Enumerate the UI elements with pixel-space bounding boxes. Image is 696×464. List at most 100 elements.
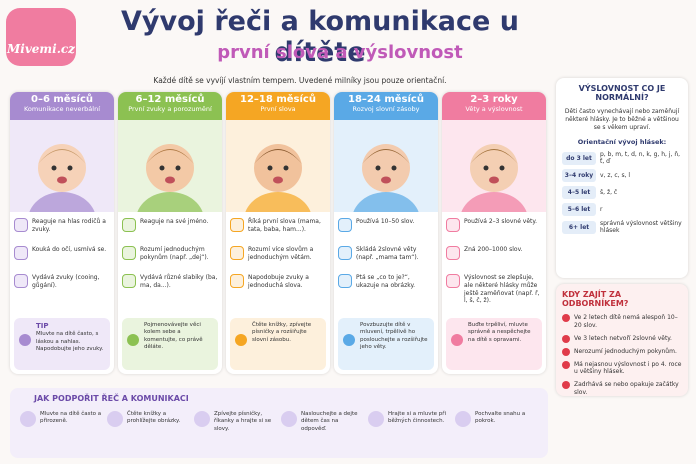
- tip-icon: [127, 334, 139, 346]
- support-text: Hrajte si a mluvte při běžných činnostec…: [388, 411, 447, 425]
- pronunciation-panel: VÝSLOVNOST CO JE NORMÁLNÍ? Děti často vyn…: [556, 78, 688, 278]
- photo: [442, 120, 546, 248]
- age-cell: 4–5 let: [562, 186, 596, 200]
- milestone: Napodobuje zvuky a jednoduchá slova.: [230, 274, 326, 294]
- photo: [118, 120, 222, 248]
- stage-header: 2–3 roky Věty a výslovnost: [442, 92, 546, 120]
- intro: Každé dítě se vyvíjí vlastním tempem. Uv…: [153, 76, 447, 85]
- milestone: Říká první slova (mama, tata, baba, ham.…: [230, 218, 326, 238]
- milestones: Používá 10–50 slov. Skládá 2slovné věty (…: [334, 212, 438, 294]
- tip-box: Povzbuzujte dítě v mluvení, trpělivě ho …: [338, 318, 434, 370]
- tip-title: TIP: [36, 322, 49, 330]
- milestone-text: Kouká do očí, usmívá se.: [32, 246, 107, 253]
- milestone-icon: [14, 218, 28, 232]
- tip-icon: [451, 334, 463, 346]
- stage-card: 12–18 měsíců První slova Říká první slova …: [226, 92, 330, 374]
- milestone: Vydává zvuky (cooing, gůgání).: [14, 274, 110, 294]
- support-icon: [107, 411, 123, 427]
- child-illustration: [28, 144, 96, 248]
- milestone-icon: [446, 274, 460, 288]
- stage-card: 18–24 měsíců Rozvoj slovní zásoby Používá …: [334, 92, 438, 374]
- stage-label: První slova: [260, 105, 296, 113]
- sound-cell: r: [600, 206, 603, 214]
- milestone-icon: [122, 246, 136, 260]
- milestone-icon: [230, 218, 244, 232]
- sound-row: 3–4 roky v, z, c, s, l: [562, 169, 682, 183]
- stage-age: 12–18 měsíců: [240, 94, 316, 105]
- stage-card: 0–6 měsíců Komunikace neverbální Reaguje n…: [10, 92, 114, 374]
- warning-text: Zadrhává se nebo opakuje začátky slov.: [574, 381, 679, 396]
- milestone-text: Používá 10–50 slov.: [356, 218, 415, 225]
- support-item: Zpívejte písničky, říkanky a hrajte si s…: [194, 411, 277, 433]
- warning-icon: [562, 360, 570, 369]
- support-text: Naslouchejte a dejte dětem čas na odpově…: [301, 411, 358, 432]
- warning-item: Ve 2 letech dítě nemá alespoň 10–20 slov…: [562, 314, 682, 330]
- warning-item: Nerozumí jednoduchým pokynům.: [562, 347, 682, 356]
- support-item: Hrajte si a mluvte při běžných činnostec…: [368, 411, 451, 433]
- tip-box: Buďte trpěliví, mluvte správně a nespěch…: [446, 318, 542, 370]
- milestone-text: Rozumí více slovům a jednoduchým větám.: [248, 246, 314, 261]
- sound-cell: správná výslovnost většiny hlásek: [600, 220, 682, 235]
- age-cell: do 3 let: [562, 151, 596, 165]
- support-text: Mluvte na dítě často a přirozeně.: [40, 411, 102, 425]
- milestone-text: Reaguje na hlas rodičů a zvuky.: [32, 218, 106, 233]
- milestone: Zná 200–1000 slov.: [446, 246, 542, 266]
- milestone-icon: [338, 274, 352, 288]
- warning-text: Má nejasnou výslovnost i po 4. roce u vě…: [574, 360, 682, 376]
- stage-card: 2–3 roky Věty a výslovnost Používá 2–3 slo…: [442, 92, 546, 374]
- tip-text: Čtěte knížky, zpívejte písničky a rozšiř…: [252, 322, 312, 343]
- milestone-icon: [122, 218, 136, 232]
- sound-row: do 3 let p, b, m, t, d, n, k, g, h, j, ň,…: [562, 151, 682, 165]
- child-illustration: [136, 144, 204, 248]
- milestone-text: Skládá 2slovné věty (např. „mama tam“).: [356, 246, 419, 261]
- support-item: Čtěte knížky a prohlížejte obrázky.: [107, 411, 190, 433]
- milestone: Vydává různé slabiky (ba, ma, da...).: [122, 274, 218, 294]
- sound-cell: v, z, c, s, l: [600, 172, 631, 180]
- age-cell: 3–4 roky: [562, 169, 596, 183]
- tip-box: Pojmenovávejte věci kolem sebe a komentu…: [122, 318, 218, 370]
- warning-item: Má nejasnou výslovnost i po 4. roce u vě…: [562, 360, 682, 377]
- milestone: Používá 10–50 slov.: [338, 218, 434, 238]
- milestone-text: Ptá se „co to je?“, ukazuje na obrázky.: [356, 274, 416, 289]
- panel-title: VÝSLOVNOST CO JE NORMÁLNÍ?: [578, 84, 666, 102]
- subtitle: první slova a výslovnost: [217, 42, 463, 63]
- stage-header: 12–18 měsíců První slova: [226, 92, 330, 120]
- milestones: Reaguje na hlas rodičů a zvuky. Kouká do …: [10, 212, 114, 294]
- panel-text: Děti často vynechávají nebo zaměňují něk…: [564, 108, 680, 132]
- support-item: Pochvalte snahu a pokrok.: [455, 411, 538, 433]
- tip-box: Čtěte knížky, zpívejte písničky a rozšiř…: [230, 318, 326, 370]
- tip-text: Mluvte na dítě často, s láskou a nahlas.…: [36, 331, 104, 353]
- milestone-text: Vydává různé slabiky (ba, ma, da...).: [140, 274, 218, 289]
- photo: [10, 120, 114, 248]
- tip-icon: [235, 334, 247, 346]
- stage-header: 6–12 měsíců První zvuky a porozumění: [118, 92, 222, 120]
- stage-age: 0–6 měsíců: [30, 94, 94, 105]
- milestone-icon: [14, 274, 28, 288]
- milestone: Ptá se „co to je?“, ukazuje na obrázky.: [338, 274, 434, 294]
- support-icon: [194, 411, 210, 427]
- milestones: Používá 2–3 slovné věty. Zná 200–1000 slo…: [442, 212, 546, 305]
- child-illustration: [460, 144, 528, 248]
- milestone-text: Reaguje na své jméno.: [140, 218, 209, 225]
- support-icon: [281, 411, 297, 427]
- tip-text: Povzbuzujte dítě v mluvení, trpělivě ho …: [360, 322, 428, 351]
- stage-label: Komunikace neverbální: [23, 105, 101, 113]
- logo: Mivemi.cz: [6, 8, 76, 66]
- sound-cell: p, b, m, t, d, n, k, g, h, j, ň, ť, ď: [600, 151, 681, 166]
- milestone-text: Výslovnost se zlepšuje, ale některé hlás…: [464, 274, 540, 305]
- stage-label: Rozvoj slovní zásoby: [352, 105, 420, 113]
- stage-label: První zvuky a porozumění: [128, 105, 212, 113]
- child-illustration: [352, 144, 420, 248]
- stage-age: 18–24 měsíců: [348, 94, 424, 105]
- support-text: Čtěte knížky a prohlížejte obrázky.: [127, 411, 181, 425]
- support-icon: [20, 411, 36, 427]
- milestone: Kouká do očí, usmívá se.: [14, 246, 110, 266]
- warning-icon: [562, 314, 570, 322]
- milestone-icon: [446, 218, 460, 232]
- support-item: Mluvte na dítě často a přirozeně.: [20, 411, 103, 433]
- support-icon: [455, 411, 471, 427]
- milestone-icon: [338, 218, 352, 232]
- support-icon: [368, 411, 384, 427]
- sound-row: 4–5 let š, ž, č: [562, 186, 682, 200]
